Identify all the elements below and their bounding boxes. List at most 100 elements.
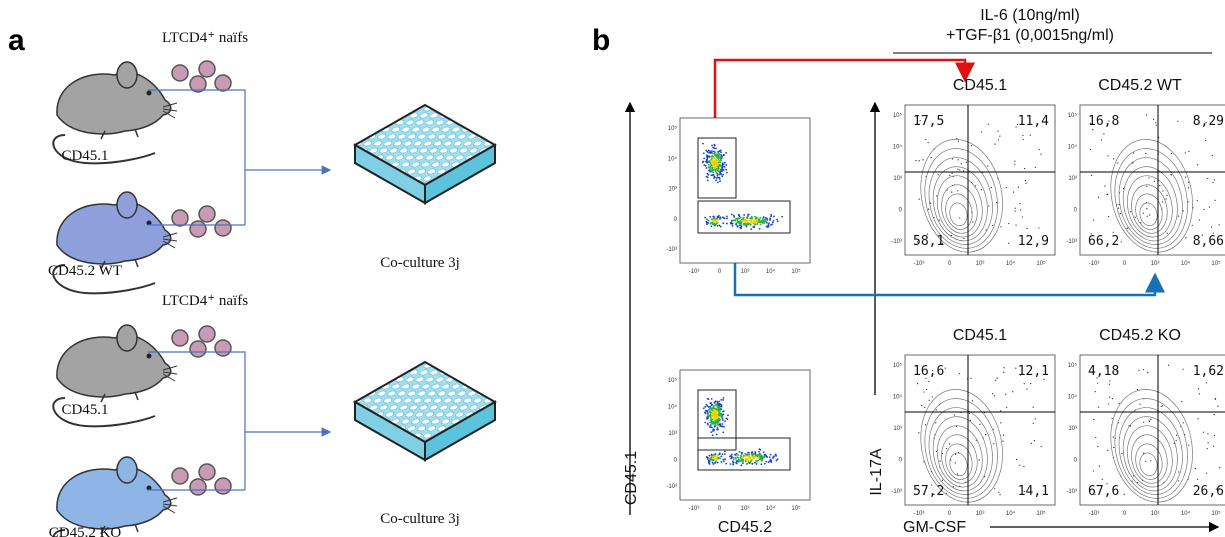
event-dot — [776, 218, 779, 221]
event-dot — [725, 164, 728, 166]
event-dot — [751, 462, 754, 465]
event-dot — [713, 143, 716, 146]
event-dot — [732, 458, 735, 461]
event-dot — [1113, 446, 1115, 449]
x-tick-label: 0 — [1123, 511, 1127, 517]
y-axis-label: IL-17A — [868, 448, 885, 495]
event-dot — [773, 215, 775, 218]
event-dot — [957, 168, 959, 170]
contour — [1139, 202, 1158, 227]
x-tick-label: -10³ — [914, 511, 925, 517]
event-dot — [1207, 433, 1209, 435]
quadrant-percent: 11,4 — [1018, 114, 1049, 129]
y-tick-label: 10³ — [668, 187, 677, 193]
event-dot — [1142, 368, 1145, 371]
event-dot — [706, 150, 709, 153]
plot-title: CD45.2 WT — [1098, 77, 1182, 94]
event-dot — [1129, 425, 1132, 427]
event-dot — [706, 218, 708, 221]
x-tick-label: 0 — [718, 506, 722, 512]
event-dot — [1107, 449, 1109, 451]
event-dot — [711, 161, 714, 164]
y-tick-label: 0 — [899, 458, 903, 464]
x-tick-label: 0 — [948, 511, 952, 517]
event-dot — [763, 455, 765, 458]
y-tick-label: 10³ — [1068, 176, 1077, 182]
event-dot — [720, 455, 723, 458]
plot-title: CD45.1 — [953, 77, 1007, 94]
y-tick-label: 0 — [1074, 458, 1078, 464]
event-dot — [1107, 403, 1109, 405]
event-dot — [718, 150, 721, 152]
event-dot — [924, 406, 926, 408]
event-dot — [703, 157, 706, 160]
event-dot — [740, 223, 742, 226]
event-dot — [716, 174, 719, 177]
event-dot — [1005, 187, 1007, 189]
event-dot — [709, 402, 712, 405]
event-dot — [743, 223, 746, 226]
event-dot — [1140, 222, 1142, 224]
event-dot — [718, 224, 721, 227]
event-dot — [719, 216, 721, 219]
y-tick-label: -10³ — [1066, 489, 1077, 495]
event-dot — [713, 401, 716, 404]
event-dot — [1152, 118, 1155, 120]
event-dot — [730, 213, 733, 216]
event-dot — [708, 161, 711, 164]
event-dot — [951, 191, 953, 193]
x-tick-label: 10⁴ — [766, 505, 776, 512]
event-dot — [1142, 212, 1144, 214]
event-dot — [766, 221, 768, 224]
event-dot — [1188, 444, 1190, 446]
event-dot — [1030, 383, 1032, 385]
event-dot — [706, 405, 709, 407]
event-dot — [719, 161, 722, 164]
event-dot — [720, 159, 723, 162]
event-dot — [758, 220, 761, 223]
event-dot — [1038, 148, 1040, 151]
event-dot — [960, 163, 962, 165]
event-dot — [709, 151, 712, 154]
plate — [354, 104, 496, 204]
y-tick-label: 10³ — [893, 426, 902, 432]
event-dot — [725, 417, 728, 420]
event-dot — [721, 155, 723, 158]
event-dot — [743, 214, 746, 216]
x-tick-label: 0 — [948, 261, 952, 267]
event-dot — [753, 224, 756, 226]
event-dot — [705, 175, 708, 178]
event-dot — [772, 457, 774, 459]
event-dot — [954, 462, 956, 464]
event-dot — [722, 397, 725, 399]
event-dot — [716, 166, 718, 169]
event-dot — [741, 456, 743, 459]
event-dot — [1092, 470, 1094, 472]
event-dot — [718, 419, 721, 422]
event-dot — [1014, 163, 1016, 165]
event-dot — [1043, 378, 1045, 380]
event-dot — [1197, 388, 1200, 390]
x-tick-label: 10⁴ — [1006, 510, 1016, 517]
event-dot — [753, 219, 756, 222]
event-dot — [747, 457, 750, 459]
event-dot — [1008, 222, 1010, 225]
event-dot — [720, 404, 723, 406]
event-dot — [722, 458, 725, 461]
y-tick-label: 10⁵ — [893, 362, 903, 369]
condition: IL-6 (10ng/ml) — [980, 7, 1080, 24]
event-dot — [710, 431, 713, 434]
event-dot — [1026, 388, 1028, 390]
event-dot — [705, 167, 708, 169]
event-dot — [750, 219, 753, 222]
event-dot — [714, 168, 717, 171]
event-dot — [738, 221, 741, 224]
event-dot — [756, 223, 759, 226]
event-dot — [724, 420, 726, 423]
event-dot — [729, 463, 732, 465]
mouse-label: CD45.2 KO — [49, 525, 122, 537]
event-dot — [769, 453, 772, 456]
event-dot — [1137, 481, 1139, 484]
event-dot — [985, 434, 987, 436]
event-dot — [711, 154, 714, 157]
